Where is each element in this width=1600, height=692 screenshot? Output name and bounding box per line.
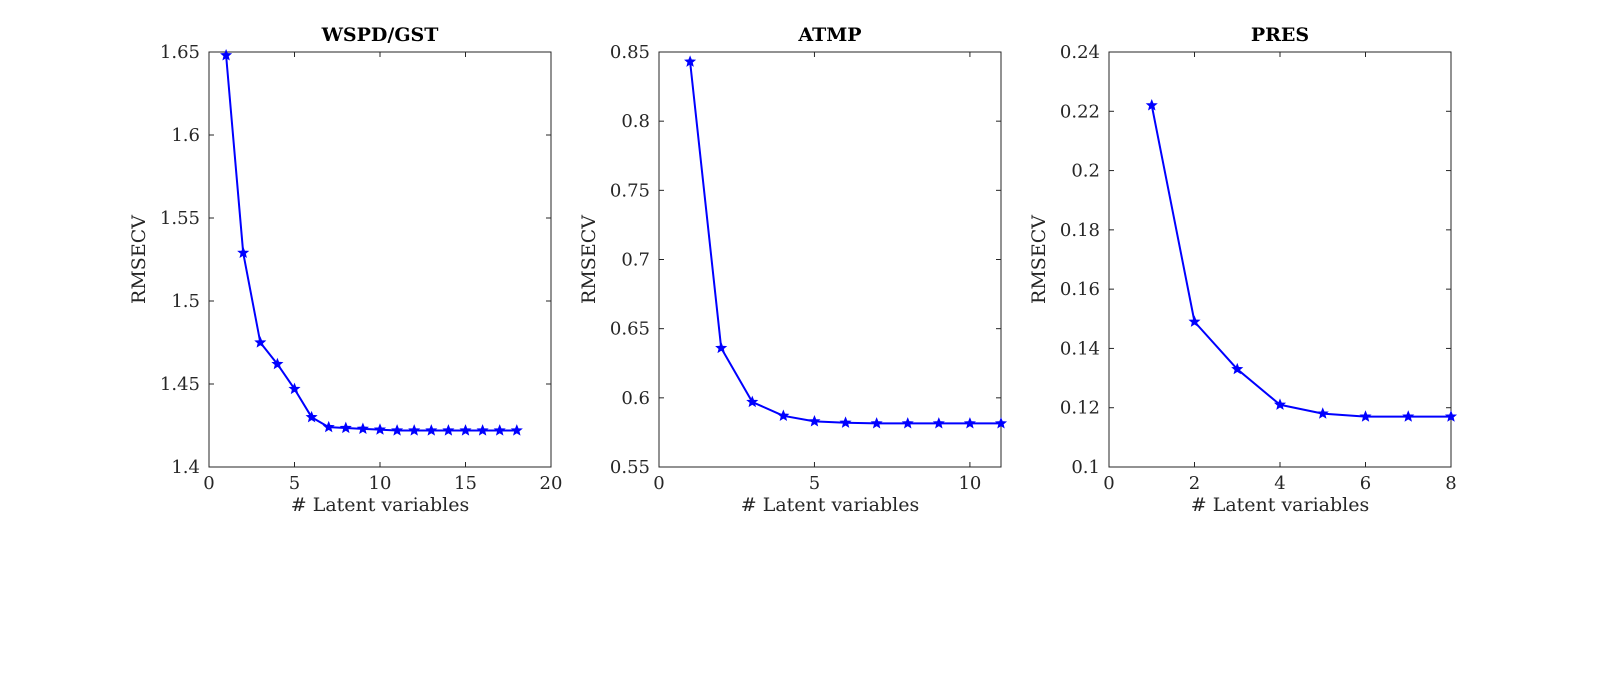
y-tick-label: 0.18 (1060, 220, 1100, 241)
x-tick-label: 5 (289, 473, 300, 494)
data-point-marker (288, 382, 301, 395)
data-point-marker (493, 424, 506, 436)
data-point-marker (839, 416, 852, 428)
data-point-marker (373, 423, 387, 435)
data-point-marker (994, 417, 1008, 429)
data-point-marker (1359, 410, 1372, 422)
axes-box (658, 51, 1002, 468)
series-line (1150, 105, 1451, 418)
data-point-marker (408, 424, 421, 436)
y-tick-label: 1.65 (160, 42, 200, 63)
data-point-marker (442, 424, 455, 436)
data-point-marker (1444, 410, 1458, 422)
y-tick-label: 0.16 (1060, 279, 1100, 300)
data-point-marker (1402, 410, 1415, 422)
x-tick-label: 6 (1360, 473, 1371, 494)
x-axis-label: # Latent variables (291, 494, 469, 516)
x-tick-label: 15 (454, 473, 477, 494)
chart-title: PRES (1251, 24, 1309, 46)
axes-box (208, 51, 552, 468)
data-point-marker (1231, 362, 1244, 375)
data-point-marker (459, 424, 472, 436)
y-tick-label: 0.1 (1071, 457, 1100, 478)
y-tick-label: 0.75 (610, 180, 650, 201)
chart-panel-wspd-gst: WSPD/GST # Latent variables RMSECV 0 5 10 1… (128, 24, 562, 516)
y-tick-label: 1.55 (160, 208, 200, 229)
data-point-marker (684, 55, 697, 67)
y-tick-label: 1.4 (171, 457, 200, 478)
x-tick-label: 0 (1103, 473, 1114, 494)
data-point-marker (322, 420, 335, 433)
y-tick-label: 0.85 (610, 42, 650, 63)
data-point-marker (356, 422, 369, 434)
data-point-marker (237, 246, 250, 258)
data-point-marker (425, 424, 438, 436)
data-point-marker (339, 421, 352, 434)
y-axis-label: RMSECV (1028, 215, 1050, 304)
data-point-marker (305, 410, 318, 423)
y-tick-label: 0.7 (621, 250, 650, 271)
data-point-marker (963, 417, 976, 429)
data-point-marker (870, 417, 883, 429)
data-point-marker (901, 417, 914, 429)
y-tick-label: 1.6 (171, 125, 200, 146)
y-tick-label: 0.8 (621, 111, 650, 132)
data-point-marker (1145, 99, 1158, 111)
y-tick-label: 0.65 (610, 319, 650, 340)
chart-title: WSPD/GST (321, 24, 439, 46)
y-tick-label: 0.2 (1071, 161, 1100, 182)
data-point-marker (220, 48, 233, 61)
x-tick-label: 10 (958, 473, 981, 494)
data-point-marker (271, 357, 284, 370)
x-tick-label: 2 (1189, 473, 1200, 494)
data-point-marker (510, 424, 523, 436)
x-axis-label: # Latent variables (1191, 494, 1369, 516)
data-point-marker (1188, 315, 1201, 327)
data-point-marker (746, 395, 759, 408)
data-point-marker (254, 336, 267, 348)
data-point-marker (476, 424, 489, 436)
data-point-marker (715, 341, 728, 354)
data-point-marker (808, 415, 821, 427)
data-point-marker (1273, 398, 1287, 410)
x-tick-label: 5 (809, 473, 820, 494)
x-tick-label: 4 (1274, 473, 1285, 494)
data-point-marker (777, 409, 790, 421)
y-tick-label: 1.5 (171, 291, 200, 312)
chart-panel-atmp: ATMP # Latent variables RMSECV 0 5 10 0.55 0… (578, 24, 1008, 516)
y-tick-label: 0.24 (1060, 42, 1100, 63)
chart-title: ATMP (797, 24, 861, 46)
data-point-marker (1316, 407, 1329, 419)
axes-box (1108, 51, 1452, 468)
y-tick-label: 0.6 (621, 388, 650, 409)
data-point-marker (391, 424, 404, 436)
x-tick-label: 20 (540, 473, 563, 494)
x-axis-label: # Latent variables (741, 494, 919, 516)
y-tick-label: 1.45 (160, 374, 200, 395)
data-point-marker (932, 417, 945, 429)
x-tick-label: 0 (653, 473, 664, 494)
chart-panel-pres: PRES # Latent variables RMSECV 0 2 4 6 8 0.1 0… (1028, 24, 1458, 516)
y-tick-label: 0.55 (610, 457, 650, 478)
y-tick-label: 0.14 (1060, 338, 1100, 359)
x-tick-label: 8 (1445, 473, 1456, 494)
x-tick-label: 10 (369, 473, 392, 494)
x-tick-label: 0 (203, 473, 214, 494)
y-axis-label: RMSECV (578, 215, 600, 304)
y-tick-label: 0.12 (1060, 398, 1100, 419)
y-tick-label: 0.22 (1060, 101, 1100, 122)
y-axis-label: RMSECV (128, 215, 150, 304)
